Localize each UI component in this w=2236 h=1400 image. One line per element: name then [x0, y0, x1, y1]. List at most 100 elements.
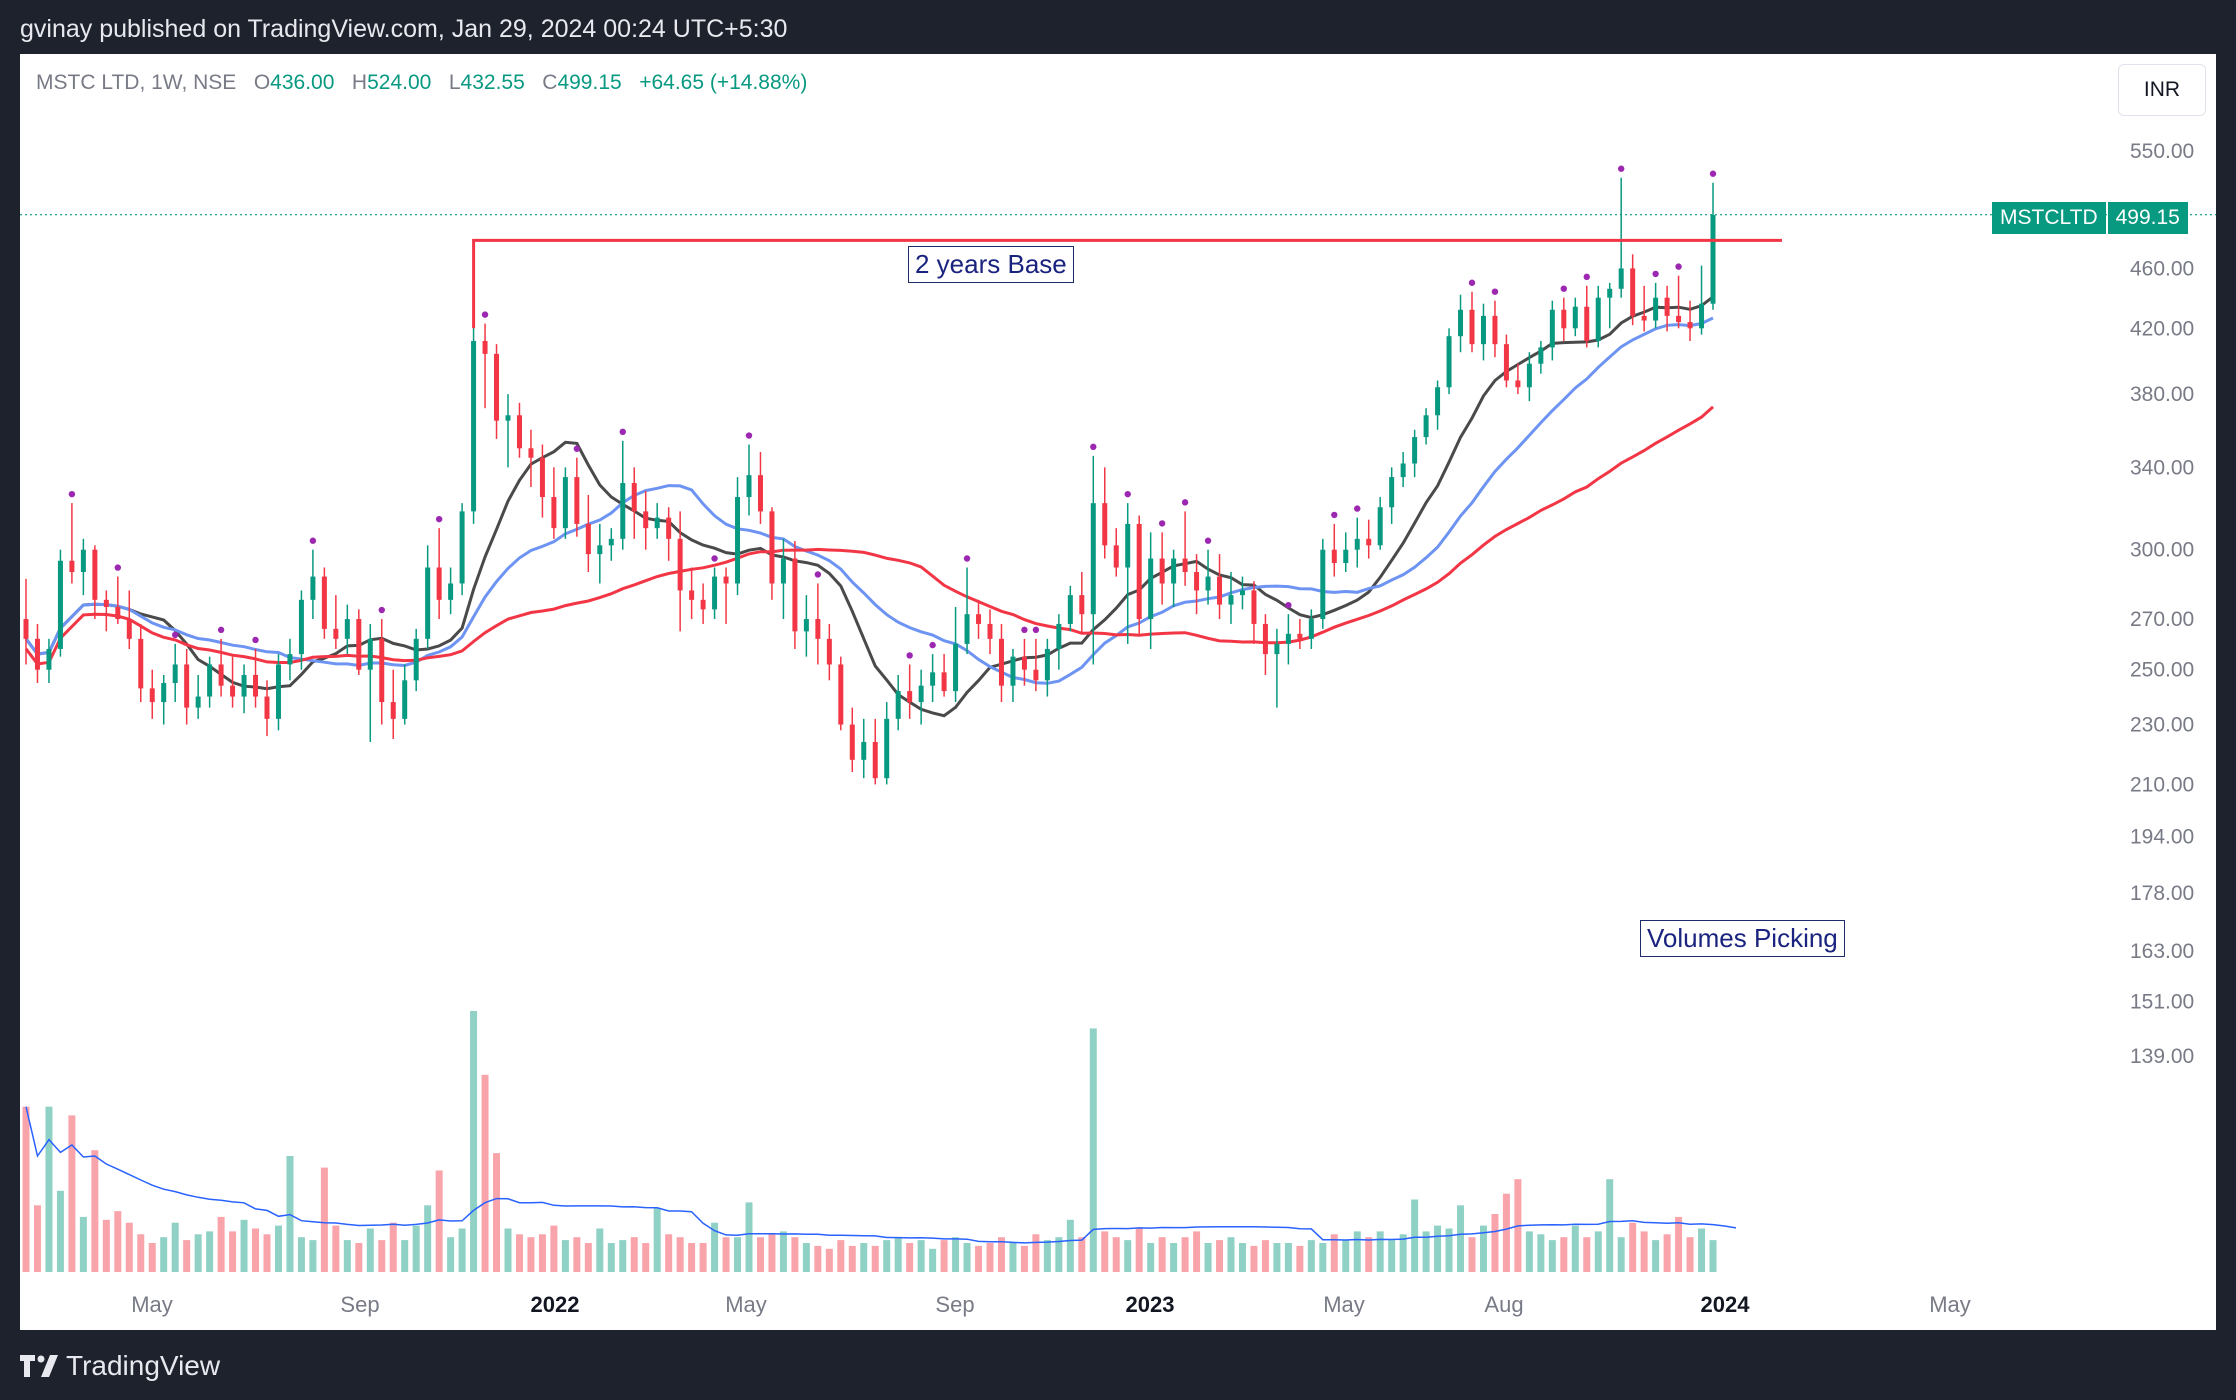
- volume-bar: [125, 1222, 133, 1272]
- candle-body: [321, 576, 327, 629]
- candle: [1400, 452, 1406, 487]
- candle: [700, 583, 706, 624]
- candle-body: [1595, 297, 1601, 341]
- signal-dot: [814, 571, 822, 578]
- volume-annotation[interactable]: Volumes Picking: [1640, 920, 1845, 957]
- signal-dot: [1583, 273, 1590, 281]
- candle: [23, 578, 29, 665]
- candle: [929, 641, 936, 703]
- candle-body: [953, 643, 959, 692]
- volume-bar: [22, 1106, 30, 1272]
- volume-bar: [194, 1234, 202, 1272]
- candle: [402, 664, 408, 725]
- candle: [1067, 585, 1073, 632]
- candle-body: [1056, 623, 1062, 649]
- volume-bar: [206, 1231, 214, 1272]
- candle-body: [1113, 545, 1119, 568]
- price-tick-label: 550.00: [2130, 140, 2194, 163]
- volume-bar: [768, 1234, 776, 1272]
- candle: [1446, 328, 1452, 395]
- candle-body: [1584, 306, 1590, 341]
- signal-dot: [929, 641, 936, 649]
- candle: [1572, 297, 1578, 337]
- candle: [435, 515, 443, 620]
- volume-bar: [1020, 1245, 1028, 1272]
- chart-canvas[interactable]: 550.00 460.00 420.00 380.00 340.00 300.00 270.…: [20, 54, 2216, 1330]
- candle-body: [1239, 590, 1245, 596]
- candle: [367, 623, 373, 742]
- legend-low: 432.55: [460, 71, 525, 94]
- candle: [769, 507, 775, 600]
- candle-body: [597, 545, 603, 555]
- candle-body: [976, 614, 982, 624]
- candle-body: [1090, 503, 1096, 615]
- base-annotation[interactable]: 2 years Base: [908, 246, 1074, 283]
- volume-ma-line: [25, 1106, 1737, 1244]
- candle-body: [608, 538, 614, 546]
- candle: [459, 503, 465, 596]
- candle-body: [1446, 336, 1452, 388]
- candle-body: [884, 718, 890, 779]
- legend-symbol[interactable]: MSTC LTD, 1W, NSE: [36, 71, 237, 94]
- volume-bar: [848, 1245, 856, 1272]
- currency-button[interactable]: INR: [2118, 64, 2206, 116]
- volume-bar: [274, 1225, 282, 1272]
- candle: [264, 680, 270, 737]
- volume-bar: [1491, 1214, 1499, 1272]
- price-tick-label: 250.00: [2130, 659, 2194, 682]
- volume-bar: [1652, 1240, 1660, 1272]
- ma-mid-line: [24, 316, 1714, 685]
- volume-bar: [975, 1245, 983, 1272]
- base-resistance-line: [472, 238, 1782, 329]
- candle: [1503, 334, 1509, 388]
- tradingview-logo[interactable]: TradingView: [20, 1350, 220, 1382]
- signal-dot: [1560, 285, 1568, 292]
- chart-panel[interactable]: 550.00 460.00 420.00 380.00 340.00 300.00 270.…: [20, 54, 2216, 1330]
- legend-change: +64.65 (+14.88%): [639, 71, 808, 94]
- candle-body: [367, 638, 373, 670]
- candle: [356, 609, 362, 675]
- brand-label: TradingView: [66, 1350, 221, 1381]
- candle-body: [700, 599, 706, 610]
- legend-open-label: O: [253, 71, 271, 94]
- volume-bar: [1537, 1234, 1545, 1272]
- candle-body: [115, 606, 121, 620]
- candle: [849, 707, 855, 773]
- volume-bar: [1422, 1231, 1430, 1272]
- candle: [1549, 300, 1555, 361]
- candle-body: [815, 619, 821, 639]
- volume-bar: [642, 1243, 650, 1272]
- candle: [390, 669, 396, 740]
- candle: [230, 656, 236, 708]
- legend-close: 499.15: [557, 71, 622, 94]
- candle-body: [757, 475, 763, 512]
- volume-bar: [1158, 1237, 1166, 1272]
- candle: [1136, 515, 1142, 634]
- volume-bar: [252, 1228, 260, 1272]
- volume-bar: [137, 1234, 145, 1272]
- candle: [1468, 279, 1476, 353]
- candle-body: [1572, 306, 1578, 329]
- volume-bar: [1525, 1231, 1533, 1272]
- volume-bar: [378, 1240, 386, 1272]
- volume-bar: [1078, 1237, 1086, 1272]
- candle: [1458, 294, 1464, 353]
- volume-bar: [309, 1240, 317, 1272]
- volume-bar: [183, 1240, 191, 1272]
- candle-body: [1607, 288, 1613, 298]
- candle: [1308, 609, 1314, 649]
- price-tick-label: 460.00: [2130, 257, 2194, 280]
- candle-body: [666, 517, 672, 539]
- volume-bar: [1560, 1237, 1568, 1272]
- candle: [987, 609, 993, 655]
- candle: [207, 656, 213, 708]
- candle-body: [551, 497, 557, 529]
- candle-body: [149, 688, 155, 703]
- candle: [1331, 511, 1338, 577]
- candle-body: [907, 691, 913, 703]
- volume-bar: [1640, 1231, 1648, 1272]
- candle-body: [1033, 669, 1039, 681]
- signal-dot: [1021, 626, 1028, 634]
- time-tick-label: May: [1323, 1292, 1365, 1317]
- candle: [516, 402, 522, 458]
